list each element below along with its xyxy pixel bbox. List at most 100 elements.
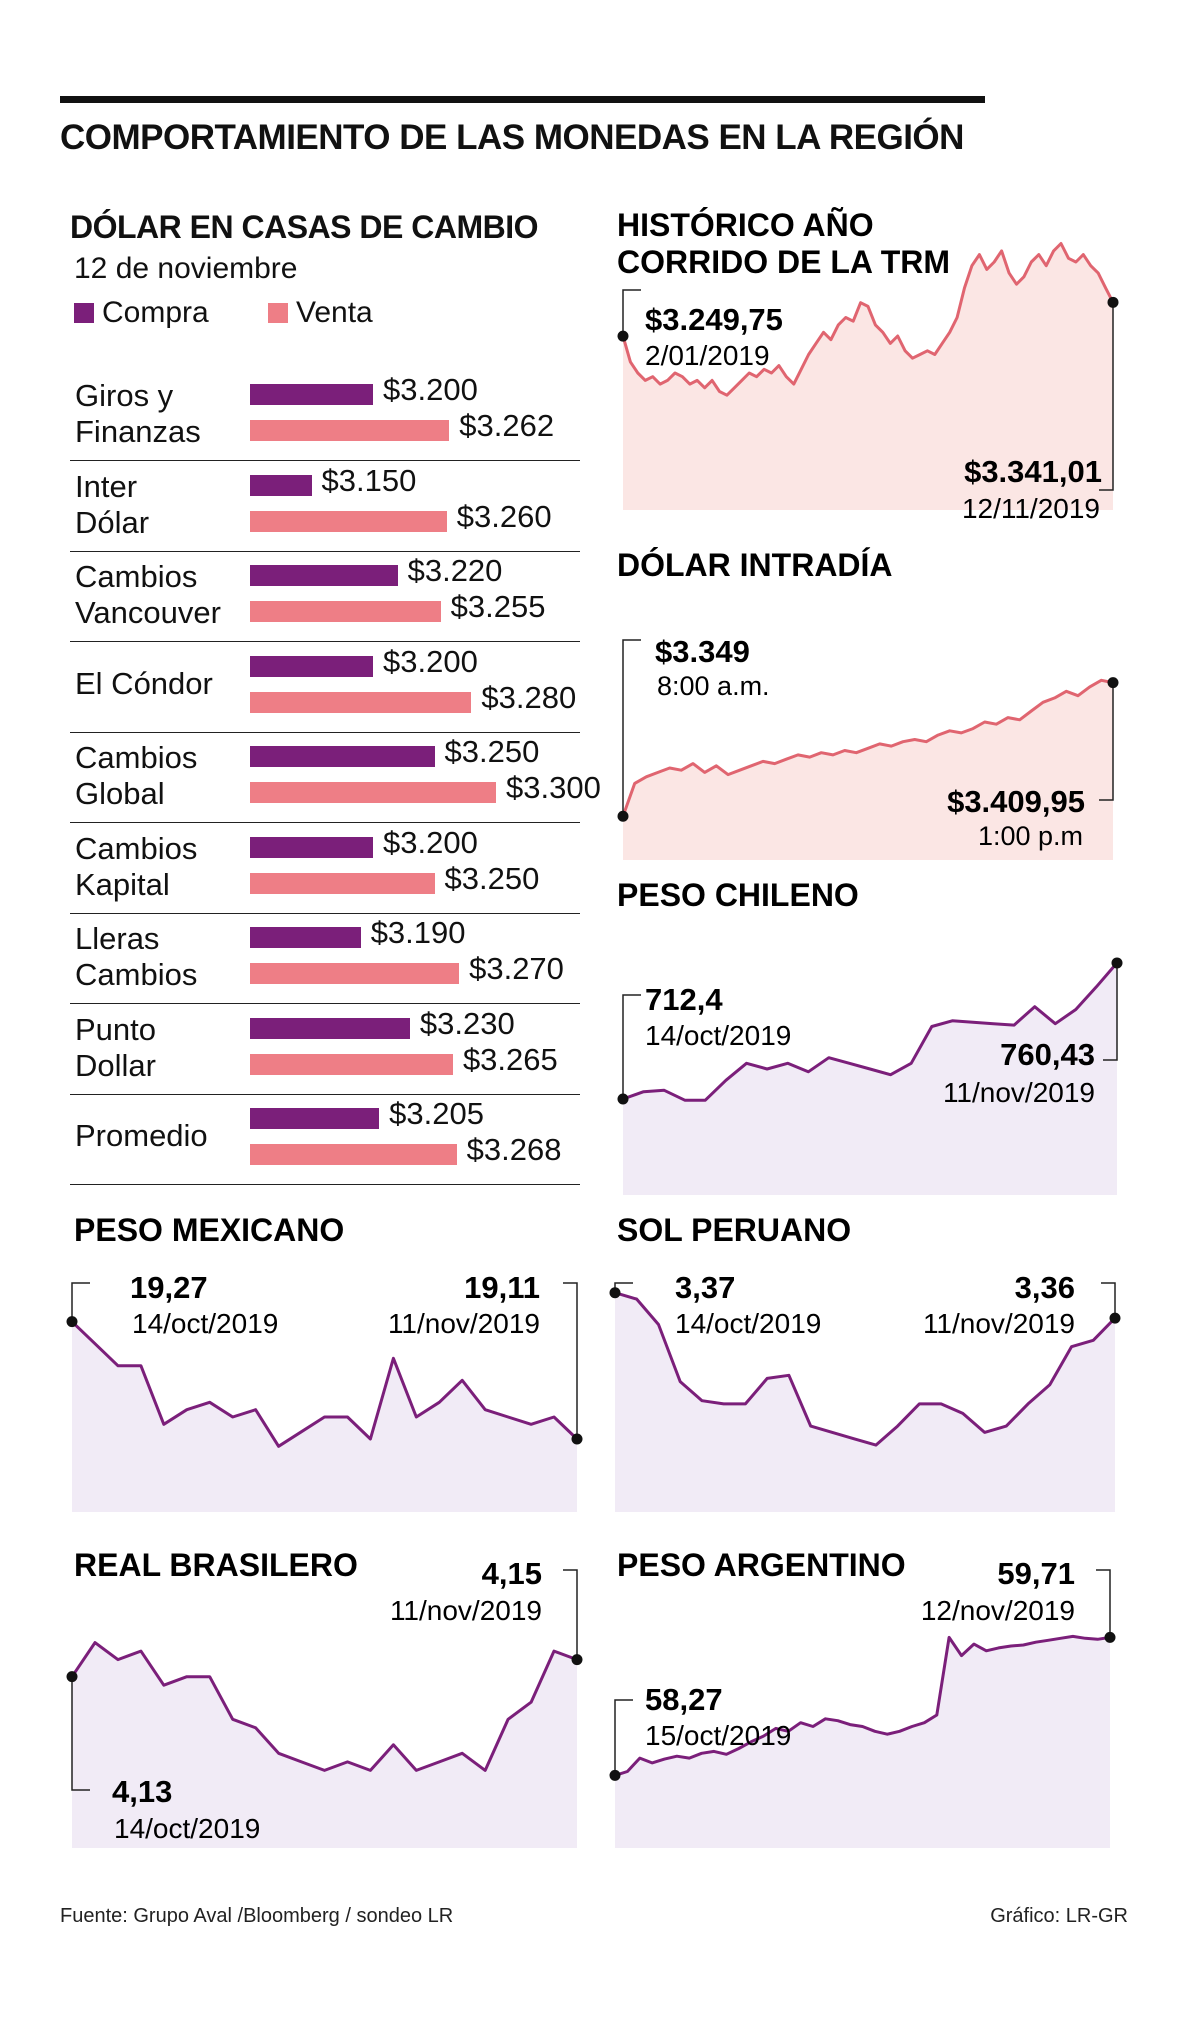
- casa-row: Cambios Vancouver $3.220 $3.255: [70, 551, 580, 642]
- trm-start-leader: [622, 289, 641, 337]
- sell-bar: [250, 1144, 457, 1165]
- intradia-plot: [617, 639, 1119, 860]
- pen-start-dot: [609, 1287, 621, 1299]
- sell-value-label: $3.268: [466, 1132, 562, 1167]
- clp-area: [623, 962, 1117, 1195]
- intradia-end-date: 1:00 p.m: [978, 821, 1083, 851]
- casa-name: Promedio: [75, 1118, 208, 1153]
- intradia-start-date: 8:00 a.m.: [657, 671, 770, 701]
- ars-start-value: 58,27: [645, 1682, 723, 1717]
- mxn-start-date: 14/oct/2019: [132, 1308, 278, 1339]
- mxn-end-value: 19,11: [464, 1270, 540, 1305]
- sell-bar: [250, 782, 496, 803]
- sell-value-label: $3.280: [481, 679, 577, 715]
- pen-title: SOL PERUANO: [617, 1212, 851, 1248]
- sell-value-label: $3.260: [456, 498, 552, 534]
- casas-title: DÓLAR EN CASAS DE CAMBIO: [70, 209, 539, 245]
- sell-bar: [250, 963, 460, 984]
- legend-buy-swatch: [74, 303, 94, 323]
- legend-buy-label: Compra: [102, 296, 209, 329]
- trm-series-line: [621, 242, 1115, 397]
- ars-start-dot: [609, 1769, 621, 1781]
- buy-bar: [250, 927, 361, 948]
- sell-value-label: $3.255: [450, 589, 546, 624]
- sell-bar: [250, 601, 441, 622]
- sell-bar: [250, 691, 472, 713]
- buy-value-label: $3.150: [321, 462, 417, 498]
- buy-value-label: $3.220: [407, 553, 503, 588]
- trm-start-dot: [617, 330, 629, 342]
- brl-end-date: 11/nov/2019: [390, 1595, 542, 1626]
- intradia-start-leader: [622, 639, 641, 817]
- casa-row: Punto Dollar $3.230 $3.265: [70, 1004, 580, 1095]
- casa-name: Giros y Finanzas: [75, 378, 201, 449]
- ars-end-leader: [1096, 1569, 1111, 1638]
- brl-start-leader: [71, 1676, 90, 1791]
- mxn-start-dot: [66, 1316, 78, 1328]
- brl-start-value: 4,13: [112, 1774, 172, 1809]
- clp-start-value: 712,4: [645, 982, 723, 1017]
- pen-end-dot: [1109, 1312, 1121, 1324]
- casa-name: Lleras Cambios: [75, 921, 198, 992]
- sell-bar: [250, 510, 447, 532]
- legend-sell-label: Venta: [296, 296, 373, 329]
- intradia-start-dot: [617, 810, 629, 822]
- top-rule: [60, 96, 985, 103]
- trm-end-date: 12/11/2019: [962, 493, 1100, 524]
- mxn-series-line: [70, 1320, 579, 1448]
- casa-row: Cambios Global $3.250 $3.300: [70, 732, 601, 823]
- brl-end-value: 4,15: [482, 1556, 542, 1591]
- mxn-area: [72, 1321, 577, 1512]
- main-title: COMPORTAMIENTO DE LAS MONEDAS EN LA REGI…: [60, 118, 964, 157]
- buy-value-label: $3.205: [389, 1096, 484, 1131]
- clp-start-leader: [622, 994, 641, 1100]
- buy-bar: [250, 474, 312, 496]
- clp-end-dot: [1111, 957, 1123, 969]
- pen-area: [615, 1292, 1115, 1512]
- ars-start-leader: [614, 1699, 633, 1776]
- intradia-series-line: [621, 678, 1114, 817]
- casa-name: Cambios Global: [75, 740, 198, 811]
- buy-bar: [250, 1108, 380, 1129]
- buy-value-label: $3.250: [444, 734, 540, 769]
- clp-chart: PESO CHILENO 712,4 14/oct/2019 760,43 11…: [617, 877, 1123, 1195]
- legend-sell: Venta: [268, 296, 373, 330]
- clp-series-line: [622, 961, 1119, 1102]
- trm-area: [623, 243, 1113, 510]
- clp-plot: [617, 957, 1123, 1195]
- legend-buy: Compra: [74, 296, 209, 330]
- trm-chart: HISTÓRICO AÑO CORRIDO DE LA TRM $3.249,7…: [617, 207, 1119, 524]
- clp-end-leader: [1103, 962, 1118, 1061]
- pen-series-line: [614, 1291, 1117, 1447]
- pen-end-date: 11/nov/2019: [923, 1308, 1075, 1339]
- buy-bar: [250, 384, 373, 405]
- buy-bar: [250, 565, 398, 586]
- sell-value-label: $3.262: [459, 408, 555, 443]
- pen-end-value: 3,36: [1015, 1270, 1075, 1305]
- casa-name: El Cóndor: [75, 665, 213, 701]
- ars-series-line: [614, 1634, 1111, 1777]
- buy-bar: [250, 655, 373, 677]
- trm-end-leader: [1099, 302, 1114, 491]
- mxn-title: PESO MEXICANO: [74, 1212, 344, 1248]
- footer-source: Fuente: Grupo Aval /Bloomberg / sondeo L…: [60, 1905, 454, 1927]
- buy-bar: [250, 836, 373, 858]
- buy-value-label: $3.190: [370, 915, 466, 950]
- sell-value-label: $3.250: [444, 860, 540, 896]
- pen-start-value: 3,37: [675, 1270, 735, 1305]
- trm-end-value: $3.341,01: [964, 454, 1102, 489]
- casa-name: Cambios Kapital: [75, 830, 198, 902]
- casas-date: 12 de noviembre: [74, 252, 298, 285]
- buy-value-label: $3.200: [383, 643, 478, 679]
- mxn-plot: [66, 1282, 583, 1512]
- casa-row: Inter Dólar $3.150 $3.260: [70, 461, 580, 552]
- ars-start-date: 15/oct/2019: [645, 1720, 791, 1751]
- pen-chart: SOL PERUANO 3,37 14/oct/2019 3,36 11/nov…: [609, 1212, 1121, 1512]
- ars-title: PESO ARGENTINO: [617, 1547, 906, 1583]
- ars-end-dot: [1104, 1631, 1116, 1643]
- clp-end-date: 11/nov/2019: [943, 1077, 1095, 1108]
- legend-sell-swatch: [268, 303, 288, 323]
- brl-title: REAL BRASILERO: [74, 1547, 358, 1583]
- sell-value-label: $3.270: [469, 951, 564, 986]
- trm-start-value: $3.249,75: [645, 302, 783, 337]
